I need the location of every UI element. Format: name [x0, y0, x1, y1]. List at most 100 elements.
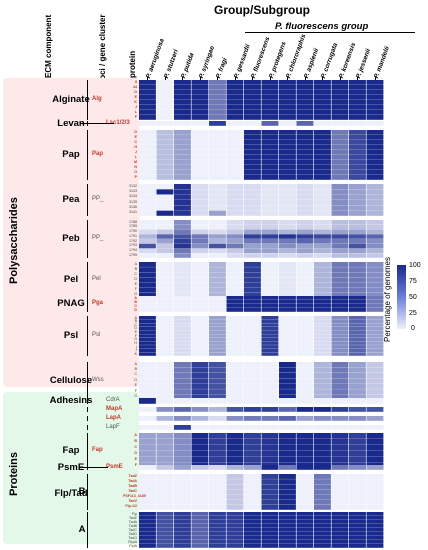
- heatmap-cell: [349, 234, 366, 239]
- heatmap-cell: [174, 121, 191, 126]
- row-label: D: [134, 377, 137, 382]
- heatmap-cell: [244, 407, 261, 412]
- heatmap-cell: [226, 323, 244, 327]
- heatmap-cell: [156, 345, 174, 349]
- heatmap-cell: [244, 465, 261, 470]
- heatmap-cell: [156, 348, 174, 353]
- heatmap-cell: [366, 465, 384, 470]
- heatmap-cell: [296, 121, 314, 126]
- heatmap-cell: [244, 267, 261, 273]
- heatmap-cell: [366, 135, 384, 140]
- heatmap-cell: [191, 165, 209, 170]
- heatmap-cell: [174, 90, 191, 95]
- heatmap-cell: [366, 341, 384, 345]
- heatmap-cell: [191, 130, 209, 135]
- heatmap-cell: [139, 210, 156, 216]
- heatmap-cell: [139, 416, 156, 421]
- heatmap-cell: [156, 334, 174, 338]
- heatmap-cell: [261, 105, 279, 110]
- heatmap-cell: [209, 474, 226, 479]
- heatmap-cell: [349, 416, 366, 421]
- row-label: A: [134, 361, 137, 366]
- row-label: E: [134, 94, 137, 99]
- heatmap-cell: [296, 520, 314, 524]
- heatmap-cell: [209, 220, 226, 225]
- heatmap-cell: [244, 433, 261, 439]
- heatmap-cell: [366, 504, 384, 510]
- heatmap-cell: [174, 362, 191, 368]
- heatmap-cell: [279, 394, 296, 400]
- heatmap-cell: [331, 135, 349, 140]
- heatmap-cell: [174, 334, 191, 338]
- heatmap-cell: [191, 504, 209, 510]
- heatmap-cell: [366, 389, 384, 395]
- heatmap-cell: [366, 175, 384, 180]
- heatmap-cell: [296, 110, 314, 115]
- heatmap-cell: [156, 540, 174, 544]
- heatmap-cell: [366, 316, 384, 320]
- heatmap-cell: [349, 512, 366, 516]
- heatmap-cell: [261, 383, 279, 389]
- heatmap-cell: [191, 80, 209, 85]
- heatmap-cell: [191, 243, 209, 249]
- block-separator: [87, 416, 88, 421]
- heatmap-cell: [244, 210, 261, 216]
- heatmap-cell: [331, 337, 349, 342]
- heatmap-cell: [244, 189, 261, 195]
- heatmap-cell: [174, 352, 191, 356]
- block-separator: [87, 433, 88, 469]
- heatmap-cell: [349, 394, 366, 400]
- heatmap-cell: [174, 532, 191, 536]
- component-label: Fap: [62, 445, 80, 456]
- heatmap-cell: [366, 348, 384, 353]
- heatmap-cell: [191, 135, 209, 140]
- heatmap-cell: [139, 194, 156, 200]
- heatmap-cell: [296, 105, 314, 110]
- heatmap-cell: [366, 110, 384, 115]
- heatmap-cell: [314, 345, 331, 349]
- row-label: C: [134, 139, 137, 144]
- heatmap-cell: [174, 224, 191, 230]
- heatmap-cell: [244, 367, 261, 373]
- locus-label: PP_: [92, 235, 104, 241]
- heatmap-cell: [279, 479, 296, 485]
- heatmap-cell: [261, 160, 279, 165]
- heatmap-cell: [174, 383, 191, 389]
- heatmap-cell: [279, 121, 296, 126]
- legend-title: Percentage of genomes: [383, 257, 392, 342]
- heatmap-cell: [209, 445, 226, 451]
- heatmap-cell: [314, 334, 331, 338]
- heatmap-cell: [191, 308, 209, 312]
- heatmap-cell: [139, 326, 156, 331]
- heatmap-cell: [191, 110, 209, 115]
- heatmap-cell: [156, 323, 174, 327]
- heatmap-cell: [314, 494, 331, 500]
- heatmap-cell: [279, 110, 296, 115]
- locus-label: LapF: [106, 423, 120, 430]
- heatmap-cell: [314, 272, 331, 278]
- heatmap-cell: [331, 282, 349, 288]
- heatmap-cell: [156, 239, 174, 244]
- heatmap-cell: [156, 451, 174, 457]
- heatmap-cell: [156, 524, 174, 528]
- heatmap-cell: [349, 323, 366, 327]
- heatmap-cell: [331, 150, 349, 155]
- heatmap-cell: [156, 272, 174, 278]
- heatmap-cell: [139, 524, 156, 528]
- heatmap-cell: [366, 383, 384, 389]
- heatmap-cell: [174, 445, 191, 451]
- heatmap-cell: [139, 536, 156, 540]
- heatmap-cell: [331, 140, 349, 145]
- heatmap-cell: [226, 150, 244, 155]
- heatmap-cell: [314, 308, 331, 312]
- heatmap-cell: [279, 451, 296, 457]
- heatmap-cell: [191, 175, 209, 180]
- heatmap-cell: [174, 316, 191, 320]
- heatmap-cell: [296, 334, 314, 338]
- heatmap-cell: [261, 248, 279, 254]
- heatmap-cell: [244, 516, 261, 520]
- heatmap-cell: [226, 367, 244, 373]
- heatmap-cell: [366, 165, 384, 170]
- heatmap-cell: [349, 372, 366, 379]
- heatmap-cell: [261, 372, 279, 379]
